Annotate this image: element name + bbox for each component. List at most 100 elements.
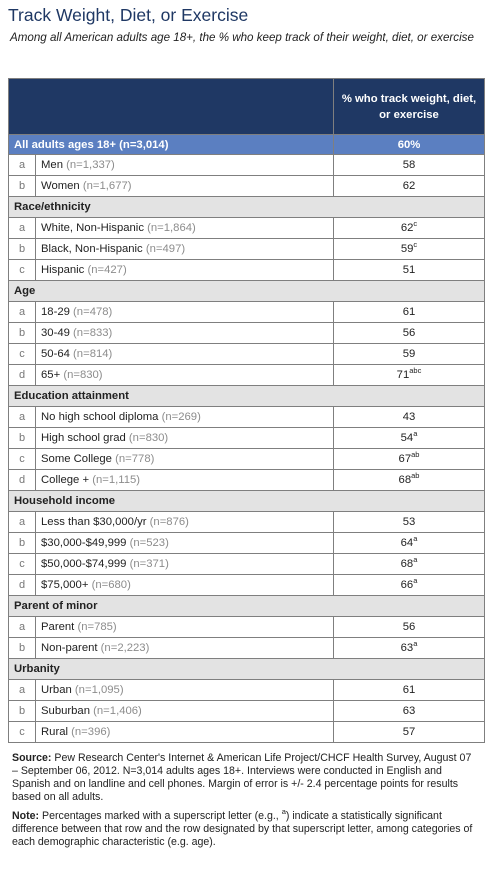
row-value-cell: 57: [333, 721, 485, 743]
row-value: 54: [400, 432, 414, 444]
section-header-row: Household income: [8, 490, 485, 512]
row-label: $75,000+: [41, 579, 89, 591]
table-row: b High school grad (n=830) 54a: [8, 427, 485, 449]
significance-marker: a: [413, 429, 418, 438]
table-row: b Women (n=1,677) 62: [8, 175, 485, 197]
table-row: c Hispanic (n=427) 51: [8, 259, 485, 281]
row-label-cell: Some College (n=778): [35, 448, 334, 470]
row-letter: c: [8, 259, 36, 281]
note-label: Note:: [12, 810, 40, 822]
row-value-cell: 62: [333, 175, 485, 197]
row-letter: d: [8, 574, 36, 596]
all-adults-label: All adults ages 18+ (n=3,014): [8, 134, 334, 155]
section-header-row: Parent of minor: [8, 595, 485, 617]
section-title: Household income: [8, 490, 485, 512]
row-label-cell: $30,000-$49,999 (n=523): [35, 532, 334, 554]
row-letter: d: [8, 469, 36, 491]
row-value-cell: 56: [333, 322, 485, 344]
table-row: a White, Non-Hispanic (n=1,864) 62c: [8, 217, 485, 239]
subtitle: Among all American adults age 18+, the %…: [10, 31, 474, 44]
table-row: a Parent (n=785) 56: [8, 616, 485, 638]
row-sample-size: (n=778): [115, 453, 155, 465]
page-title: Track Weight, Diet, or Exercise: [8, 5, 249, 25]
row-value: 68: [398, 474, 412, 486]
source-note: Source: Pew Research Center's Internet &…: [12, 752, 478, 804]
significance-marker: a: [413, 639, 418, 648]
row-value: 63: [400, 642, 414, 654]
row-letter: a: [8, 616, 36, 638]
header-value-column: % who track weight, diet, or exercise: [333, 78, 485, 135]
section-title: Education attainment: [8, 385, 485, 407]
data-table: % who track weight, diet, or exercise Al…: [8, 78, 485, 743]
row-sample-size: (n=497): [145, 243, 186, 255]
row-sample-size: (n=680): [91, 579, 131, 591]
row-value: 64: [400, 537, 414, 549]
row-sample-size: (n=478): [73, 306, 113, 318]
row-value-cell: 67ab: [333, 448, 485, 470]
row-label-cell: Black, Non-Hispanic (n=497): [35, 238, 334, 260]
section-header-row: Urbanity: [8, 658, 485, 680]
row-label: 50-64: [41, 348, 70, 360]
row-value-cell: 61: [333, 301, 485, 323]
row-value: 71: [396, 369, 410, 381]
row-label: Parent: [41, 621, 75, 633]
row-sample-size: (n=1,406): [93, 705, 142, 717]
all-adults-row: All adults ages 18+ (n=3,014) 60%: [8, 134, 485, 155]
row-letter: a: [8, 406, 36, 428]
table-row: c Rural (n=396) 57: [8, 721, 485, 743]
row-value-cell: 62c: [333, 217, 485, 239]
significance-marker: a: [413, 555, 418, 564]
source-text: Pew Research Center's Internet & America…: [12, 752, 472, 803]
row-label: Urban: [41, 684, 72, 696]
row-letter: c: [8, 553, 36, 575]
row-label-cell: 65+ (n=830): [35, 364, 334, 386]
row-letter: a: [8, 679, 36, 701]
section-title: Urbanity: [8, 658, 485, 680]
row-value: 62: [400, 222, 414, 234]
row-sample-size: (n=814): [73, 348, 113, 360]
row-label: Men: [41, 159, 63, 171]
significance-marker: c: [413, 219, 418, 228]
figure: Track Weight, Diet, or Exercise Among al…: [8, 0, 485, 855]
table-row: a Less than $30,000/yr (n=876) 53: [8, 511, 485, 533]
section-title: Age: [8, 280, 485, 302]
row-label-cell: $75,000+ (n=680): [35, 574, 334, 596]
row-sample-size: (n=427): [87, 264, 127, 276]
row-value-cell: 43: [333, 406, 485, 428]
row-label-cell: 18-29 (n=478): [35, 301, 334, 323]
row-sample-size: (n=2,223): [100, 642, 150, 654]
table-row: b Suburban (n=1,406) 63: [8, 700, 485, 722]
significance-note: Note: Percentages marked with a superscr…: [12, 808, 478, 849]
table-row: b $30,000-$49,999 (n=523) 64a: [8, 532, 485, 554]
row-value-cell: 68ab: [333, 469, 485, 491]
row-value-cell: 61: [333, 679, 485, 701]
row-value-cell: 58: [333, 154, 485, 176]
row-sample-size: (n=785): [77, 621, 117, 633]
row-sample-size: (n=1,864): [147, 222, 196, 234]
table-header-row: % who track weight, diet, or exercise: [8, 78, 485, 135]
row-letter: a: [8, 154, 36, 176]
table-row: a Urban (n=1,095) 61: [8, 679, 485, 701]
row-letter: c: [8, 448, 36, 470]
section-header-row: Race/ethnicity: [8, 196, 485, 218]
row-label: Suburban: [41, 705, 90, 717]
row-value: 61: [402, 306, 416, 318]
table-row: d 65+ (n=830) 71abc: [8, 364, 485, 386]
table-row: c Some College (n=778) 67ab: [8, 448, 485, 470]
row-sample-size: (n=1,337): [66, 159, 115, 171]
table-row: c $50,000-$74,999 (n=371) 68a: [8, 553, 485, 575]
row-value: 59: [400, 243, 414, 255]
significance-marker: ab: [411, 471, 420, 480]
row-label: $50,000-$74,999: [41, 558, 127, 570]
row-label: College +: [41, 474, 90, 486]
row-value-cell: 51: [333, 259, 485, 281]
row-value-cell: 63: [333, 700, 485, 722]
row-label: High school grad: [41, 432, 126, 444]
table-row: a Men (n=1,337) 58: [8, 154, 485, 176]
significance-marker: abc: [409, 366, 422, 375]
row-letter: b: [8, 637, 36, 659]
section-title: Parent of minor: [8, 595, 485, 617]
row-label-cell: No high school diploma (n=269): [35, 406, 334, 428]
row-value: 51: [402, 264, 416, 276]
row-label: 18-29: [41, 306, 70, 318]
